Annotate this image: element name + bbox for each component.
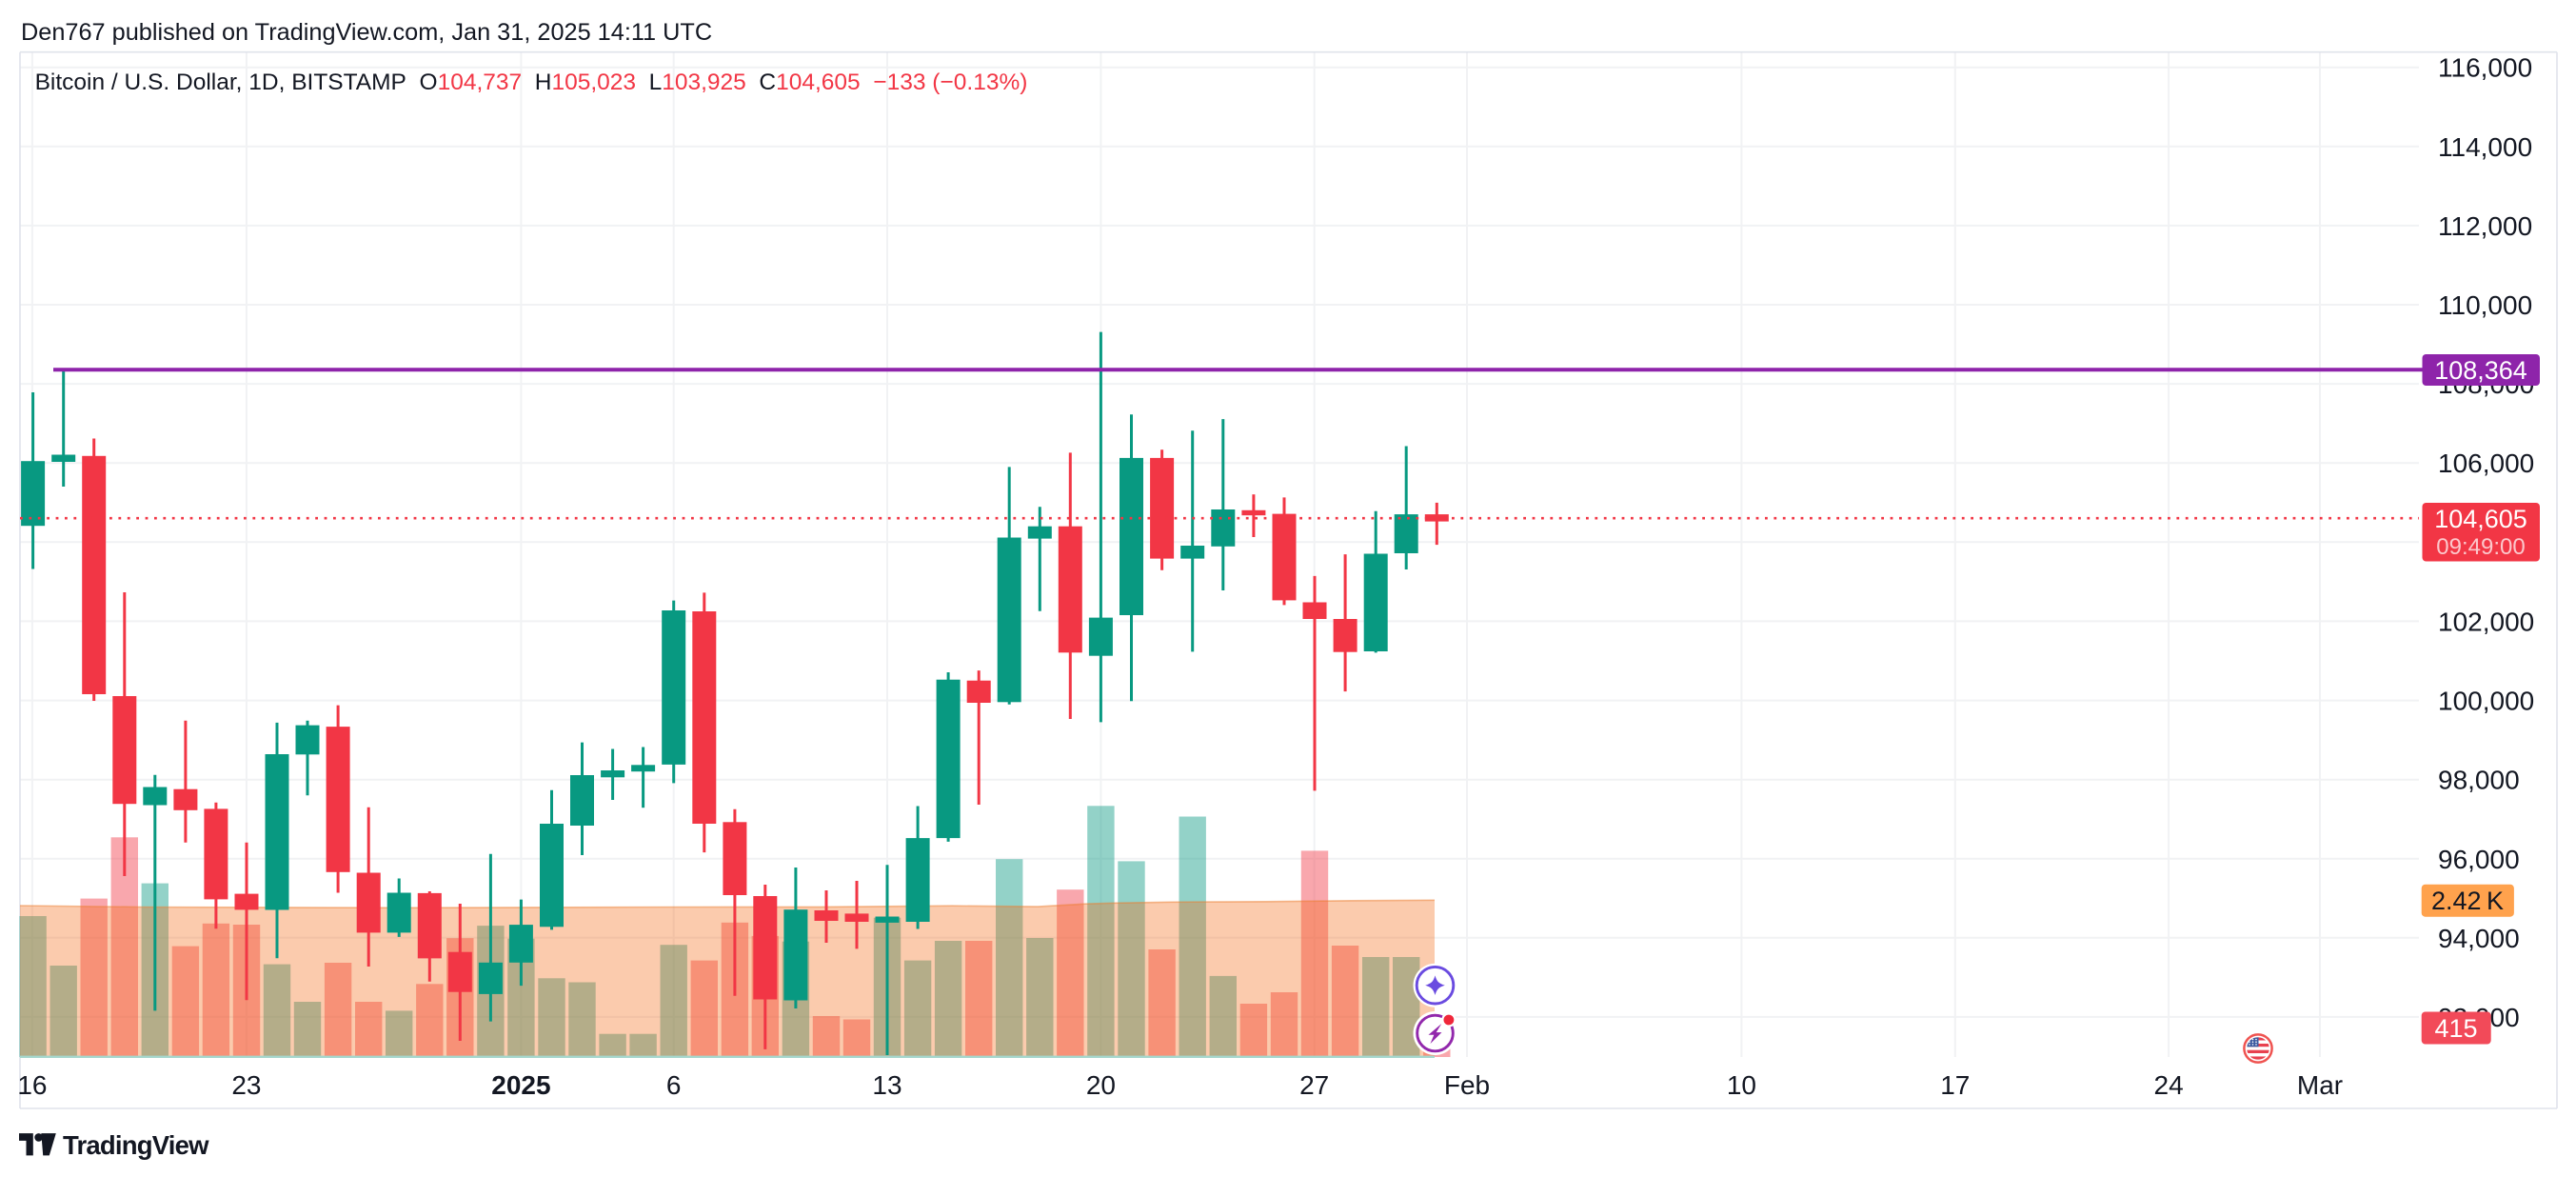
svg-text:94,000: 94,000 <box>2438 924 2520 953</box>
svg-text:2025: 2025 <box>491 1070 550 1100</box>
svg-text:106,000: 106,000 <box>2438 449 2534 478</box>
svg-text:13: 13 <box>872 1070 902 1100</box>
svg-text:2.42 K: 2.42 K <box>2431 887 2504 915</box>
svg-text:108,364: 108,364 <box>2434 356 2527 385</box>
svg-text:Mar: Mar <box>2297 1070 2343 1100</box>
svg-text:10: 10 <box>1727 1070 1756 1100</box>
svg-text:112,000: 112,000 <box>2438 211 2532 241</box>
svg-text:110,000: 110,000 <box>2438 290 2532 320</box>
svg-text:16: 16 <box>17 1070 47 1100</box>
svg-text:98,000: 98,000 <box>2438 766 2520 795</box>
svg-text:415: 415 <box>2434 1014 2477 1043</box>
svg-text:09:49:00: 09:49:00 <box>2436 534 2525 560</box>
svg-text:Bitcoin / U.S. Dollar, 1D, BIT: Bitcoin / U.S. Dollar, 1D, BITSTAMP O104… <box>35 70 1028 95</box>
svg-text:100,000: 100,000 <box>2438 687 2534 716</box>
svg-text:96,000: 96,000 <box>2438 845 2520 874</box>
svg-text:102,000: 102,000 <box>2438 607 2534 636</box>
svg-text:17: 17 <box>1940 1070 1970 1100</box>
svg-text:114,000: 114,000 <box>2438 132 2532 162</box>
svg-text:20: 20 <box>1086 1070 1116 1100</box>
svg-text:23: 23 <box>231 1070 261 1100</box>
svg-text:24: 24 <box>2154 1070 2184 1100</box>
svg-text:TradingView: TradingView <box>63 1130 209 1160</box>
svg-text:104,605: 104,605 <box>2434 505 2527 533</box>
svg-text:Feb: Feb <box>1444 1070 1490 1100</box>
svg-text:6: 6 <box>666 1070 682 1100</box>
svg-text:Den767 published on TradingVie: Den767 published on TradingView.com, Jan… <box>21 19 712 46</box>
svg-text:27: 27 <box>1299 1070 1329 1100</box>
svg-text:116,000: 116,000 <box>2438 53 2532 83</box>
